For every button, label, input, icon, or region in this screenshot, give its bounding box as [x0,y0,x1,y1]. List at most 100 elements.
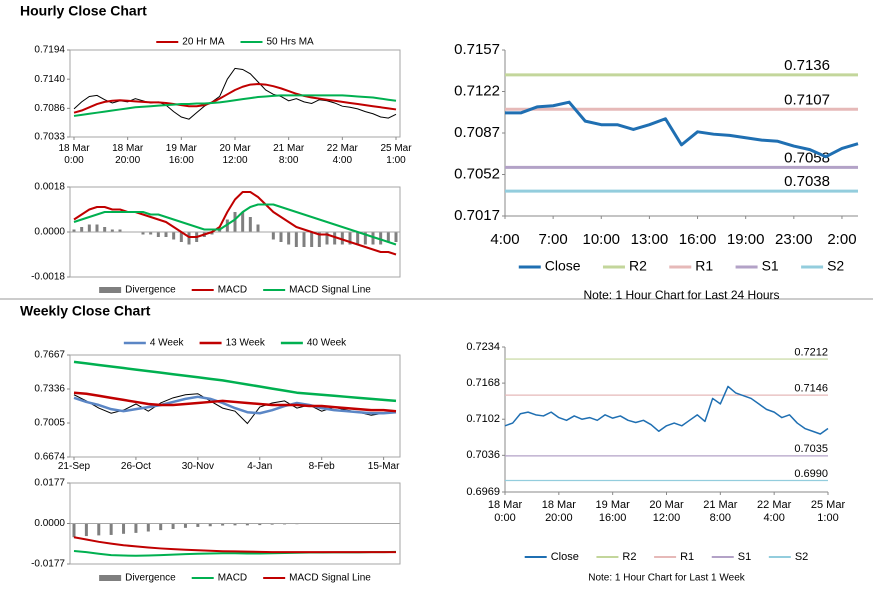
bar [356,232,360,245]
legend: Divergence MACD MACD Signal Line [99,285,371,296]
level-label: 0.7035 [794,443,828,455]
series-line [73,395,397,415]
level-label: 0.7038 [784,173,830,190]
x-tick-label: 2:00 [827,231,857,248]
bar [146,523,150,532]
y-tick-label: 0.0000 [34,227,65,238]
x-tick-label: 20 Mar 12:00 [649,499,684,524]
y-tick-label: 0.6969 [466,486,500,498]
x-tick-label: 21-Sep [57,461,91,472]
bar [210,232,214,235]
bar [172,232,176,240]
bar [80,227,84,232]
bar [310,232,314,247]
x-tick-label: 10:00 [582,231,621,248]
bar [179,232,183,242]
bar [141,232,145,235]
bar [294,232,298,247]
legend-label: 40 Week [307,338,347,349]
x-tick-label: 18 Mar 20:00 [541,499,576,524]
y-tick-label: 0.7122 [454,82,500,99]
x-tick-label: 26-Oct [120,461,151,472]
legend-swatch [99,575,122,581]
plot-frame [69,49,401,138]
bar [233,523,237,526]
legend: 4 Week 13 Week 40 Week [123,338,347,349]
bar [118,229,122,232]
bar [109,523,113,535]
x-tick-label: 22 Mar 4:00 [757,499,792,524]
y-tick-label: 0.7667 [34,350,65,361]
bar [317,232,321,247]
level-label: 0.7058 [784,149,830,166]
y-tick-label: 0.6674 [34,452,65,463]
legend-label: R1 [680,551,694,563]
legend-label: MACD Signal Line [289,285,371,296]
legend-label: Divergence [125,285,176,296]
legend-label: 13 Week [226,338,266,349]
x-tick-label: 13:00 [630,231,669,248]
section-title: Weekly Close Chart [20,303,151,319]
bar [379,232,383,245]
y-tick-label: 0.7052 [454,165,500,182]
legend-label: S1 [738,551,751,563]
series-line [73,391,397,413]
x-tick-label: 21 Mar 8:00 [273,143,305,166]
bar [287,232,291,245]
x-tick-label: 18 Mar 20:00 [112,143,144,166]
bar [171,523,175,529]
x-tick-label: 19:00 [726,231,765,248]
legend-label: S1 [762,258,779,274]
legend-label: 20 Hr MA [182,37,225,48]
x-tick-label: 4:00 [490,231,520,248]
bar [221,523,225,526]
level-label: 0.7136 [784,57,830,74]
y-tick-label: 0.7168 [466,377,500,389]
legend: Close R2 R1 S1 S2 [524,551,808,563]
x-tick-label: 16:00 [678,231,717,248]
x-tick-label: 20 Mar 12:00 [219,143,251,166]
legend-label: Close [551,551,579,563]
x-tick-label: 18 Mar 0:00 [487,499,523,524]
y-tick-label: -0.0018 [31,272,65,283]
legend-label: 50 Hrs MA [267,37,315,48]
legend-swatch [99,287,122,293]
bar [149,232,153,235]
bar [271,232,275,240]
bar [95,224,99,232]
y-tick-label: 0.7157 [454,41,500,58]
bar [348,232,352,245]
bar [196,523,200,527]
bar [87,224,91,232]
series-line [73,83,397,114]
bar [122,523,126,534]
bar [156,232,160,237]
legend-label: Divergence [125,573,176,584]
series-line [73,203,397,246]
bar [134,523,138,533]
close-line [73,393,397,425]
legend-label: MACD [218,285,247,296]
x-tick-label: 19 Mar 16:00 [595,499,630,524]
y-tick-label: 0.7102 [466,413,500,425]
x-tick-label: 15-Mar [367,461,400,472]
bar [386,232,390,242]
legend: 20 Hr MA 50 Hrs MA [156,37,314,48]
bar [208,523,212,527]
legend-label: R1 [695,258,713,274]
bar [279,232,283,242]
bar [225,219,229,232]
series-line [73,94,397,117]
bar [302,232,306,247]
bar [164,232,168,237]
legend-label: MACD [218,573,247,584]
series-line [505,100,859,159]
bar [325,232,329,245]
y-tick-label: 0.7017 [454,207,500,224]
series-line [73,360,397,403]
bar [218,229,222,232]
x-tick-label: 8-Feb [308,461,335,472]
bar [233,212,237,232]
legend: Divergence MACD MACD Signal Line [99,573,371,584]
